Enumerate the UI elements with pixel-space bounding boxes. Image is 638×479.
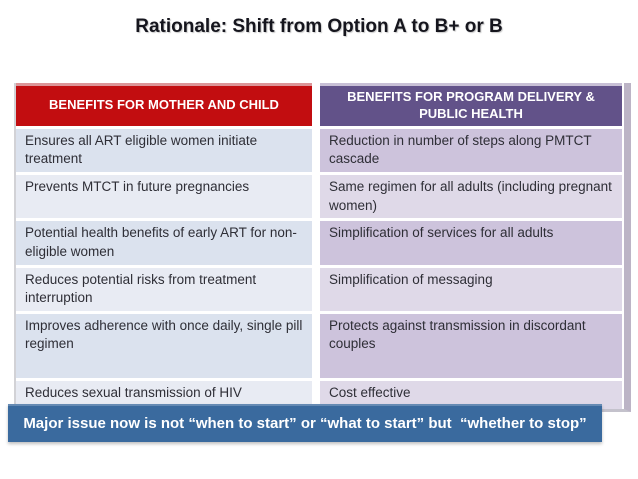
table-row: Potential health benefits of early ART f… [16, 221, 624, 265]
table-cell-mother-child: Potential health benefits of early ART f… [16, 221, 312, 265]
table-row: Reduces potential risks from treatment i… [16, 267, 624, 311]
table-header-mother-child: BENEFITS FOR MOTHER AND CHILD [16, 83, 312, 126]
table-row: Improves adherence with once daily, sing… [16, 313, 624, 378]
table-cell-program-delivery: Simplification of services for all adult… [320, 221, 622, 265]
table-header-program-delivery: BENEFITS FOR PROGRAM DELIVERY & PUBLIC H… [320, 83, 622, 126]
table-row: Prevents MTCT in future pregnancies Same… [16, 175, 624, 219]
table-row: Reduces sexual transmission of HIV Cost … [16, 380, 624, 409]
benefits-table: BENEFITS FOR MOTHER AND CHILD BENEFITS F… [14, 83, 631, 412]
table-header-row: BENEFITS FOR MOTHER AND CHILD BENEFITS F… [16, 83, 624, 126]
table-cell-mother-child: Prevents MTCT in future pregnancies [16, 175, 312, 219]
table-cell-program-delivery: Simplification of messaging [320, 267, 622, 311]
table-cell-mother-child: Reduces potential risks from treatment i… [16, 267, 312, 311]
table-cell-mother-child: Ensures all ART eligible women initiate … [16, 128, 312, 173]
table-row: Ensures all ART eligible women initiate … [16, 128, 624, 173]
table-cell-program-delivery: Protects against transmission in discord… [320, 313, 622, 378]
slide-title: Rationale: Shift from Option A to B+ or … [135, 16, 503, 37]
table-cell-mother-child: Improves adherence with once daily, sing… [16, 313, 312, 378]
table-cell-program-delivery: Same regimen for all adults (including p… [320, 175, 622, 219]
conclusion-banner: Major issue now is not “when to start” o… [8, 404, 602, 442]
table-cell-program-delivery: Reduction in number of steps along PMTCT… [320, 128, 622, 173]
